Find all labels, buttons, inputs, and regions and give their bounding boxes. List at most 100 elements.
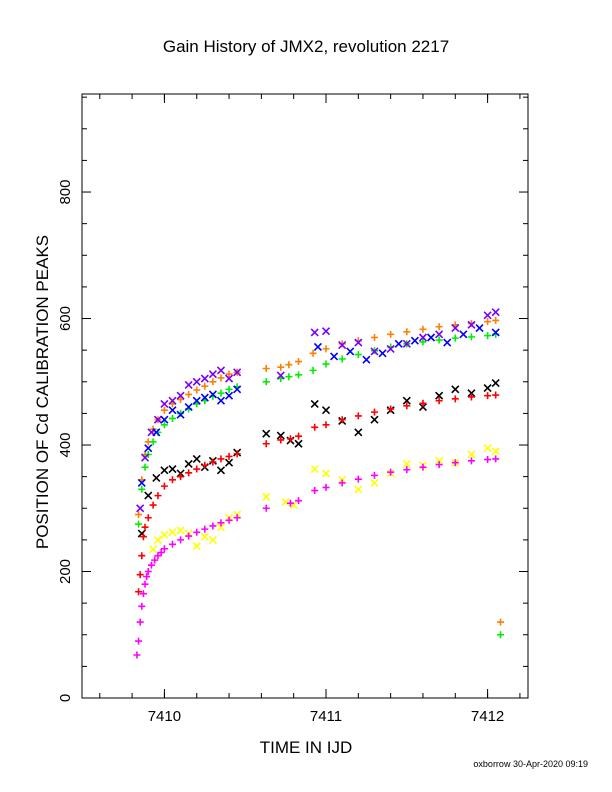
data-point xyxy=(321,469,331,478)
data-point xyxy=(484,318,492,326)
data-point xyxy=(483,444,492,453)
data-point xyxy=(370,471,378,479)
data-point xyxy=(177,409,185,417)
data-point xyxy=(309,366,317,374)
y-axis-label: POSITION OF Cd CALIBRATION PEAKS xyxy=(33,235,52,549)
data-point xyxy=(276,371,285,380)
data-point xyxy=(281,497,290,507)
data-point xyxy=(262,492,271,501)
data-point xyxy=(141,463,149,471)
data-point xyxy=(160,466,169,475)
data-point xyxy=(201,382,209,390)
data-point xyxy=(217,389,225,397)
data-point xyxy=(209,522,217,530)
data-point xyxy=(370,415,379,424)
y-tick-label: 200 xyxy=(57,559,74,584)
series-1 xyxy=(135,330,505,639)
data-point xyxy=(200,393,209,402)
data-point xyxy=(475,323,484,333)
data-point xyxy=(311,423,319,431)
data-point xyxy=(330,352,339,361)
series-4 xyxy=(137,378,500,538)
data-point xyxy=(497,618,505,626)
data-point xyxy=(285,361,293,369)
x-tick-label: 7411 xyxy=(310,708,342,725)
data-point xyxy=(484,392,492,400)
data-point xyxy=(418,333,428,342)
data-point xyxy=(322,360,330,368)
data-point xyxy=(294,439,303,448)
data-point xyxy=(185,532,193,540)
data-point xyxy=(139,590,147,598)
plot-marks xyxy=(133,308,505,659)
data-point xyxy=(149,501,157,509)
data-point xyxy=(168,464,177,474)
data-point xyxy=(177,395,185,403)
data-point xyxy=(149,438,157,446)
data-point xyxy=(419,325,427,333)
axis-ticks: 7410 7411 7412 0 200 400 600 800 xyxy=(57,94,528,725)
data-point xyxy=(451,459,459,467)
data-point xyxy=(225,385,233,393)
series-6 xyxy=(149,444,500,554)
data-point xyxy=(435,330,444,339)
data-point xyxy=(168,414,176,422)
data-point xyxy=(467,333,475,341)
timestamp-footer: oxborrow 30-Apr-2020 09:19 xyxy=(473,759,588,769)
data-point xyxy=(309,349,317,357)
data-point xyxy=(193,528,201,536)
data-point xyxy=(208,390,217,399)
data-point xyxy=(160,421,168,429)
data-point xyxy=(387,330,395,338)
data-point xyxy=(153,535,163,544)
data-point xyxy=(136,571,144,579)
series-7 xyxy=(133,455,500,659)
data-point xyxy=(419,463,427,471)
data-point xyxy=(262,429,271,438)
series-5 xyxy=(135,391,500,596)
data-point xyxy=(168,396,177,405)
chart-title: Gain History of JMX2, revolution 2217 xyxy=(163,37,449,56)
data-point xyxy=(208,370,217,379)
data-point xyxy=(184,403,193,412)
data-point xyxy=(322,483,330,491)
data-point xyxy=(138,602,146,610)
data-point xyxy=(143,573,151,581)
data-point xyxy=(322,421,330,429)
data-point xyxy=(354,412,362,420)
data-point xyxy=(153,415,163,424)
data-point xyxy=(276,431,285,440)
data-point xyxy=(233,385,242,394)
data-point xyxy=(435,323,443,331)
data-point xyxy=(193,465,201,473)
data-point xyxy=(193,386,201,394)
data-point xyxy=(354,351,362,359)
data-point xyxy=(370,333,378,341)
data-point xyxy=(135,637,143,645)
data-point xyxy=(144,568,152,576)
data-point xyxy=(262,440,270,448)
data-point xyxy=(310,464,319,474)
data-point xyxy=(217,374,225,382)
data-point xyxy=(184,380,193,389)
y-tick-label: 600 xyxy=(57,306,74,331)
data-point xyxy=(394,339,403,348)
data-point xyxy=(192,396,201,405)
data-point xyxy=(168,540,176,548)
data-point xyxy=(467,320,476,329)
data-point xyxy=(386,344,395,353)
data-point xyxy=(484,456,492,464)
data-point xyxy=(141,523,149,531)
data-point xyxy=(338,479,346,487)
data-point xyxy=(192,454,201,463)
data-point xyxy=(286,499,294,507)
data-point xyxy=(147,561,155,569)
data-point xyxy=(136,504,145,513)
data-point xyxy=(491,378,500,388)
data-point xyxy=(160,545,168,553)
data-point xyxy=(168,528,177,537)
data-point xyxy=(321,327,331,336)
data-point xyxy=(370,478,379,488)
data-point xyxy=(338,416,346,424)
series-0 xyxy=(135,316,505,626)
